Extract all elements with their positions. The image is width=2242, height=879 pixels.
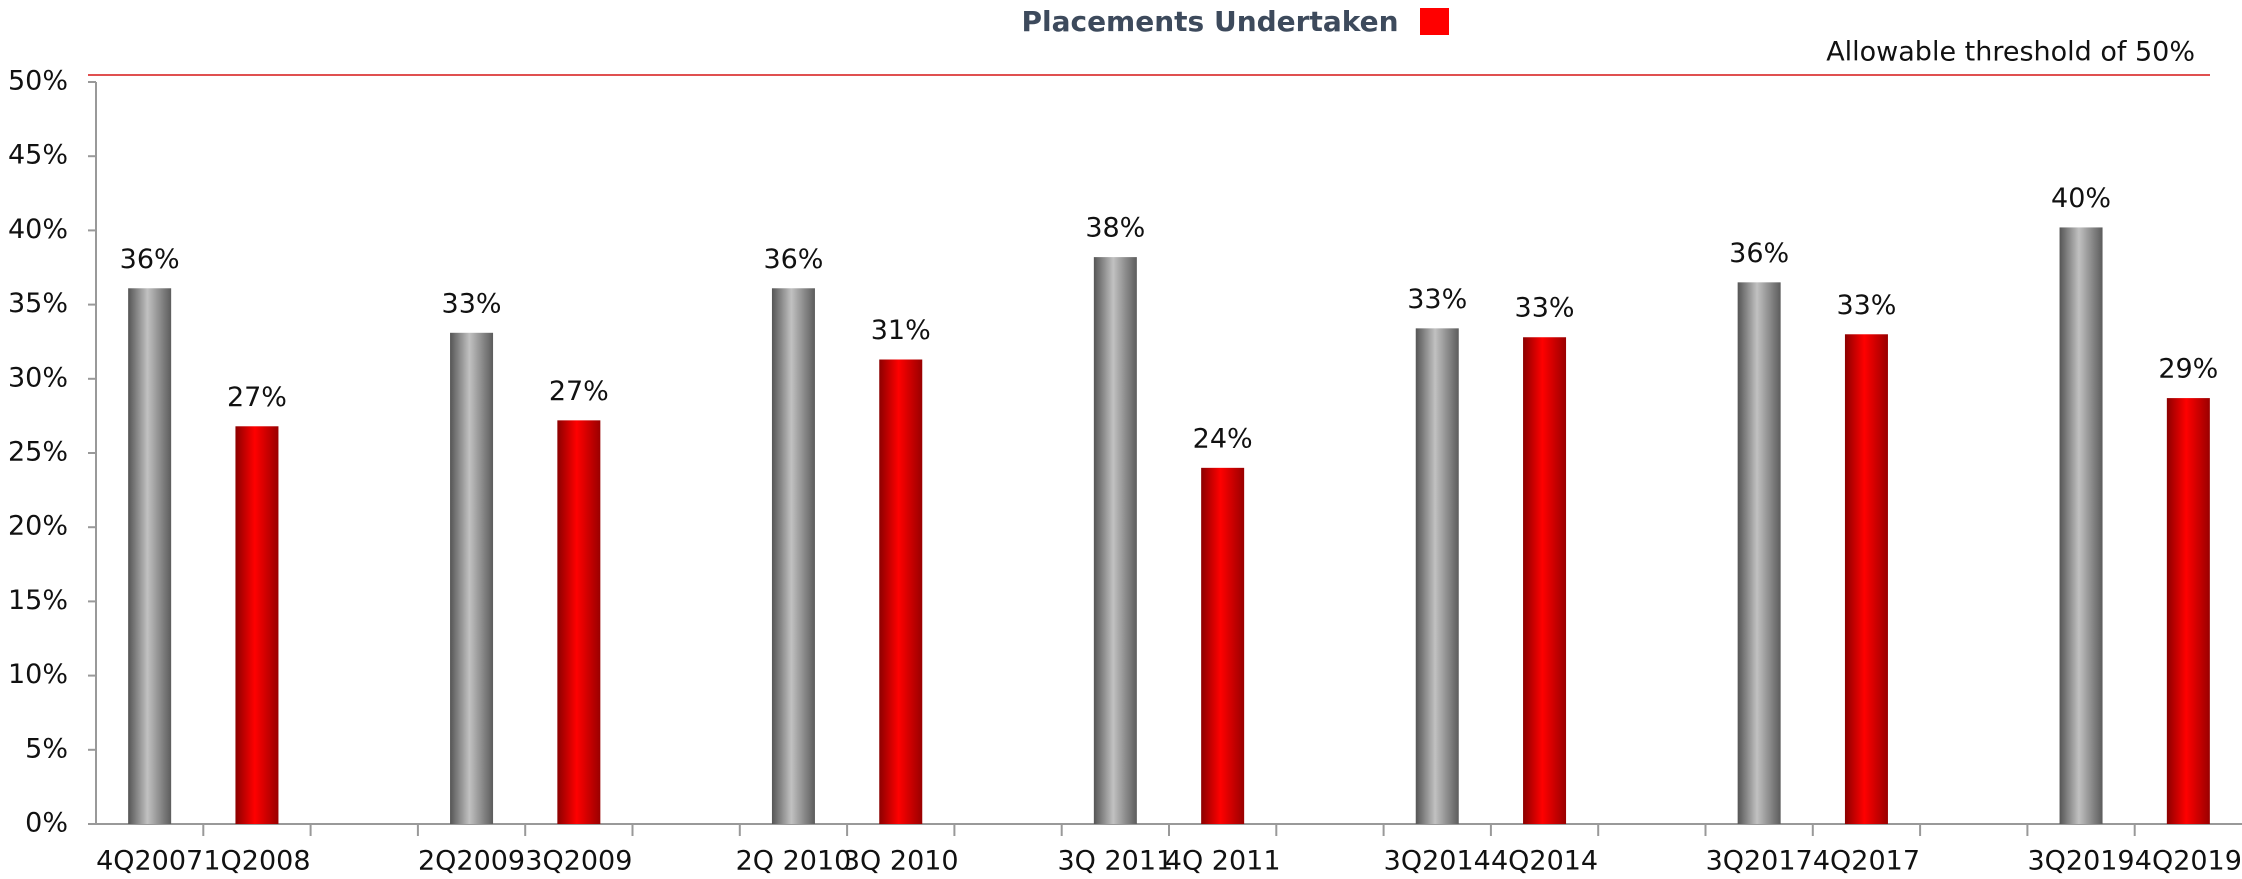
value-label: 27% <box>227 382 287 413</box>
value-label: 36% <box>120 244 180 275</box>
y-tick-label: 25% <box>8 437 68 468</box>
value-label: 38% <box>1085 213 1145 244</box>
value-label: 33% <box>1515 293 1575 324</box>
y-tick-label: 10% <box>8 659 68 690</box>
value-label: 33% <box>442 288 502 319</box>
x-tick-label: 1Q2008 <box>203 846 310 877</box>
bar <box>557 420 601 824</box>
value-label: 24% <box>1193 423 1253 454</box>
bar <box>2166 398 2210 824</box>
x-tick-label: 3Q2017 <box>1706 846 1813 877</box>
bar <box>771 288 815 824</box>
value-label: 36% <box>763 244 823 275</box>
y-tick-label: 15% <box>8 585 68 616</box>
y-tick-label: 35% <box>8 288 68 319</box>
x-tick-label: 3Q 2011 <box>1057 846 1173 877</box>
x-tick-label: 4Q2007 <box>96 846 203 877</box>
bar <box>1201 467 1245 824</box>
x-tick-label: 2Q 2010 <box>736 846 852 877</box>
threshold-label: Allowable threshold of 50% <box>1826 37 2195 68</box>
x-tick-label: 4Q2014 <box>1491 846 1598 877</box>
y-tick-label: 50% <box>8 66 68 97</box>
bar <box>879 359 923 824</box>
value-label: 31% <box>871 315 931 346</box>
value-label: 29% <box>2158 354 2218 385</box>
value-label: 40% <box>2051 183 2111 214</box>
x-tick-label: 2Q2009 <box>418 846 525 877</box>
y-tick-label: 20% <box>8 511 68 542</box>
y-tick-label: 45% <box>8 140 68 171</box>
x-tick-label: 3Q2009 <box>525 846 632 877</box>
bar <box>1737 282 1781 825</box>
y-tick-label: 5% <box>25 733 68 764</box>
value-label: 33% <box>1836 290 1896 321</box>
x-tick-label: 4Q 2011 <box>1165 846 1281 877</box>
bar <box>450 332 494 824</box>
value-label: 36% <box>1729 238 1789 269</box>
y-tick-label: 30% <box>8 362 68 393</box>
bar <box>1844 334 1888 824</box>
x-tick-label: 3Q2014 <box>1384 846 1491 877</box>
bar <box>1523 337 1567 824</box>
x-tick-label: 3Q 2010 <box>843 846 959 877</box>
y-tick-label: 40% <box>8 214 68 245</box>
y-tick-label: 0% <box>25 808 68 839</box>
x-tick-label: 3Q2019 <box>2027 846 2134 877</box>
bar <box>235 426 279 824</box>
bar <box>1415 328 1459 824</box>
bar <box>1093 257 1137 824</box>
x-tick-label: 4Q2019 <box>2135 846 2242 877</box>
bar <box>128 288 172 824</box>
legend-swatch <box>1420 8 1449 35</box>
bar <box>2059 227 2103 824</box>
value-label: 33% <box>1407 284 1467 315</box>
x-tick-label: 4Q2017 <box>1813 846 1920 877</box>
chart-title: Placements Undertaken <box>1021 5 1398 38</box>
value-label: 27% <box>549 376 609 407</box>
